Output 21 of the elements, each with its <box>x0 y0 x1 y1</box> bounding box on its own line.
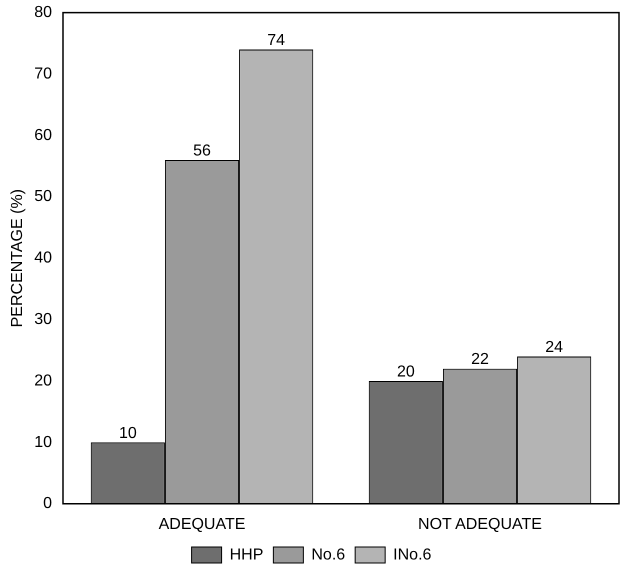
legend-label: HHP <box>230 546 264 564</box>
x-tick-label: NOT ADEQUATE <box>418 516 542 533</box>
y-tick-label: 80 <box>34 4 52 22</box>
y-tick-label: 0 <box>43 495 52 512</box>
data-label: 10 <box>118 424 137 442</box>
y-tick-label: 10 <box>34 434 52 451</box>
y-tick-label: 30 <box>34 311 52 328</box>
y-tick-label: 70 <box>34 65 52 82</box>
y-tick-label: 60 <box>34 126 52 144</box>
x-tick-label: ADEQUATE <box>158 516 246 533</box>
data-label: 56 <box>193 142 211 160</box>
y-tick-label: 40 <box>34 250 52 267</box>
y-tick-label: 20 <box>34 372 52 390</box>
data-label: 24 <box>545 338 564 356</box>
data-label: 20 <box>396 363 415 380</box>
data-label: 74 <box>267 32 286 49</box>
legend-label: INo.6 <box>393 546 432 564</box>
data-label: 22 <box>471 351 489 368</box>
legend-label: No.6 <box>311 546 346 564</box>
y-axis-title: PERCENTAGE (%) <box>9 189 26 328</box>
y-tick-label: 50 <box>34 188 52 206</box>
